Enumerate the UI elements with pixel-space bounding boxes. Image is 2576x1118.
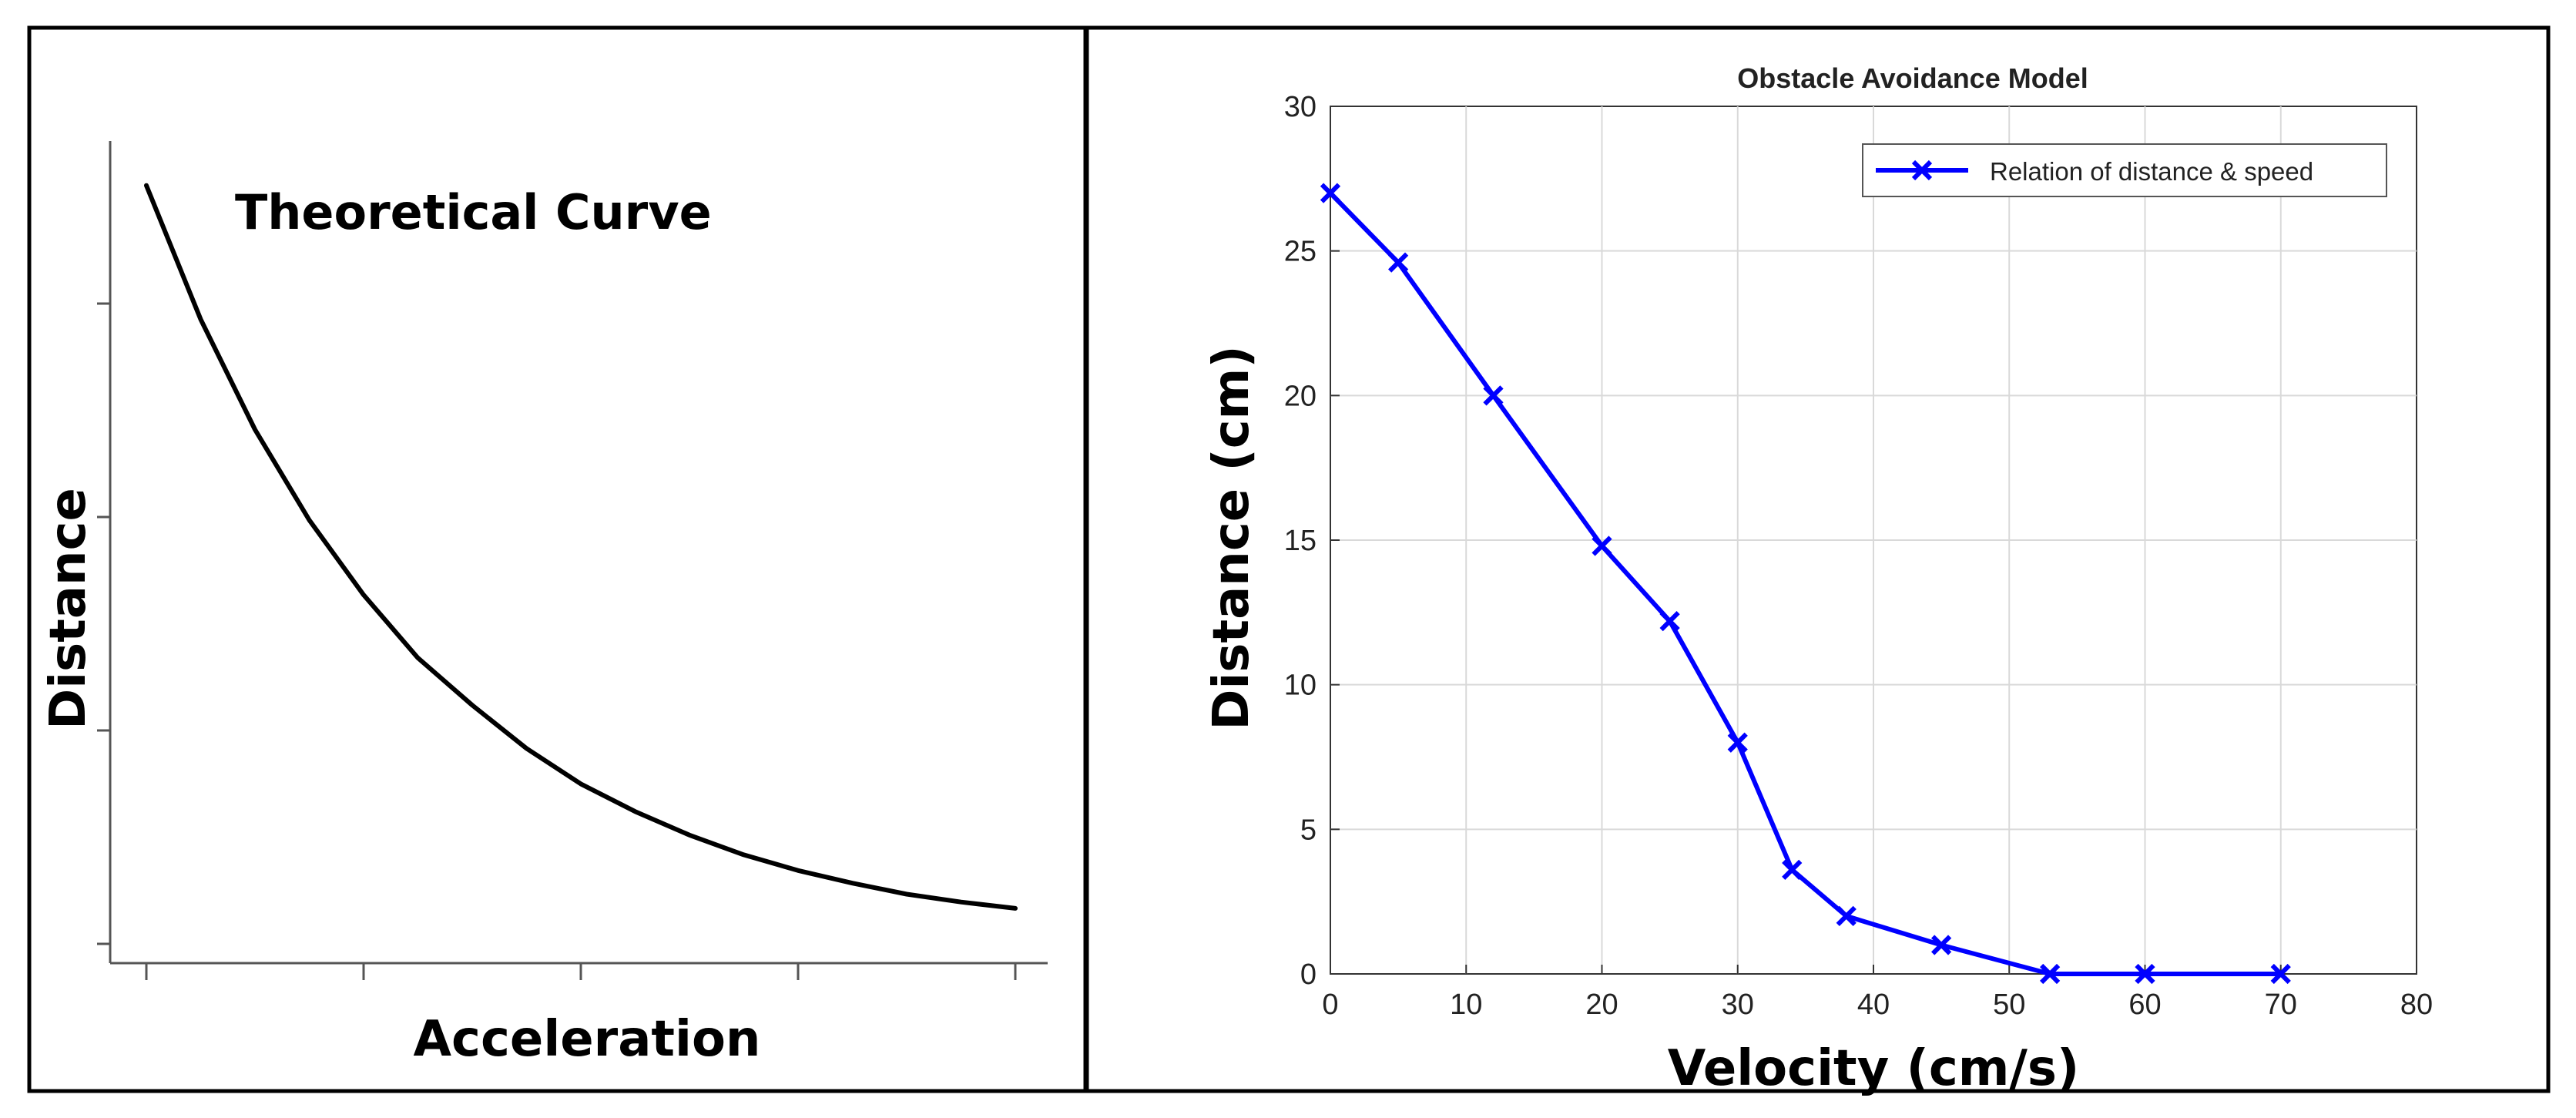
right-y-tick-label: 0 bbox=[1300, 959, 1317, 991]
data-point-marker bbox=[1388, 252, 1409, 273]
left-y-axis-label: Distance bbox=[40, 488, 97, 730]
right-x-tick-label: 0 bbox=[1322, 989, 1338, 1021]
right-y-tick-label: 30 bbox=[1284, 91, 1317, 123]
legend-entry-label: Relation of distance & speed bbox=[1990, 157, 2313, 186]
left-ticks bbox=[97, 302, 1017, 980]
data-point-marker bbox=[2040, 963, 2061, 985]
data-point-marker bbox=[1836, 905, 1857, 927]
theoretical-curve-line bbox=[144, 183, 1018, 911]
data-point-marker bbox=[1320, 183, 1341, 203]
right-x-tick-label: 10 bbox=[1450, 989, 1482, 1021]
right-y-tick-label: 10 bbox=[1284, 670, 1317, 702]
legend: Relation of distance & speed bbox=[1862, 143, 2387, 197]
right-x-tick-label: 30 bbox=[1722, 989, 1754, 1021]
theoretical-curve-panel: Theoretical Curve Acceleration Distance bbox=[40, 141, 1048, 1068]
right-x-tick-label: 80 bbox=[2400, 989, 2433, 1021]
left-x-axis-label: Acceleration bbox=[414, 1011, 761, 1068]
obstacle-avoidance-panel: Obstacle Avoidance Model 0 10 20 30 40 50 60 70… bbox=[1203, 62, 2433, 1097]
data-point-marker bbox=[2135, 963, 2155, 985]
right-x-tick-label: 60 bbox=[2128, 989, 2161, 1021]
right-y-tick-label: 15 bbox=[1284, 525, 1317, 557]
data-point-marker bbox=[1931, 935, 1952, 955]
right-x-tick-label: 50 bbox=[1993, 989, 2025, 1021]
legend-marker-sample bbox=[1911, 159, 1933, 181]
data-point-marker bbox=[1483, 385, 1504, 406]
right-y-axis-label: Distance (cm) bbox=[1203, 345, 1260, 730]
right-chart-title: Obstacle Avoidance Model bbox=[1737, 62, 2088, 94]
data-point-marker bbox=[2270, 963, 2291, 985]
data-point-marker bbox=[1727, 732, 1748, 753]
left-axes bbox=[109, 141, 1048, 965]
data-point-marker bbox=[1659, 610, 1680, 632]
data-point-marker bbox=[1782, 859, 1803, 881]
right-x-tick-label: 40 bbox=[1857, 989, 1890, 1021]
series-line bbox=[1328, 191, 2281, 976]
right-x-axis-label: Velocity (cm/s) bbox=[1668, 1040, 2079, 1097]
data-point-marker bbox=[1592, 535, 1612, 556]
right-y-tick-label: 5 bbox=[1300, 814, 1317, 846]
right-y-tick-label: 20 bbox=[1284, 380, 1317, 412]
right-ticks: 0 10 20 30 40 50 60 70 80 0 5 10 15 20 25 30 bbox=[1284, 91, 2433, 1021]
right-series bbox=[1320, 183, 2291, 985]
left-chart-title: Theoretical Curve bbox=[235, 184, 712, 240]
right-grid bbox=[1330, 106, 2417, 974]
right-x-tick-label: 20 bbox=[1585, 989, 1618, 1021]
right-y-tick-label: 25 bbox=[1284, 236, 1317, 268]
right-x-tick-label: 70 bbox=[2265, 989, 2297, 1021]
